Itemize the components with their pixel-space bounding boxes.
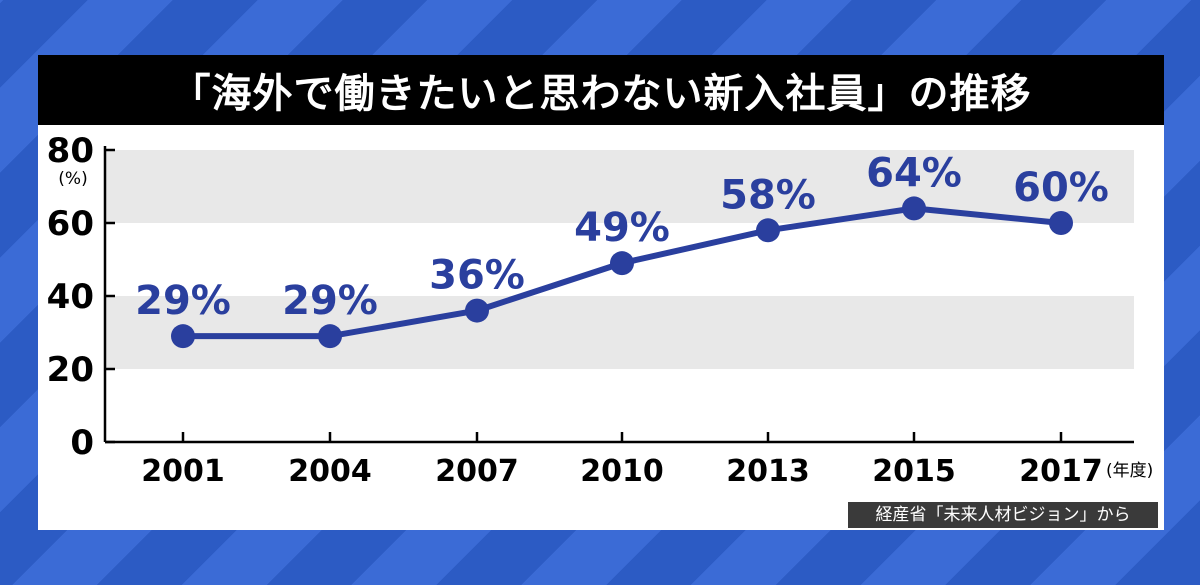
data-label: 64% bbox=[866, 150, 962, 196]
x-tick-label: 2007 bbox=[435, 454, 519, 489]
x-tick-label: 2004 bbox=[288, 454, 372, 489]
x-tick-label: 2001 bbox=[141, 454, 225, 489]
data-label: 36% bbox=[429, 253, 525, 299]
data-point bbox=[902, 196, 926, 221]
chart-card: 「海外で働きたいと思わない新入社員」の推移 bbox=[38, 55, 1164, 530]
data-label: 29% bbox=[282, 278, 378, 324]
y-tick-label: 40 bbox=[47, 277, 94, 317]
data-point bbox=[756, 218, 780, 243]
data-point bbox=[318, 324, 342, 349]
data-point bbox=[610, 251, 634, 276]
data-label: 58% bbox=[720, 172, 816, 218]
y-unit-label: (%) bbox=[58, 169, 87, 189]
grid-band bbox=[105, 296, 1134, 369]
chart-title: 「海外で働きたいと思わない新入社員」の推移 bbox=[38, 55, 1164, 125]
x-tick-label: 2013 bbox=[726, 454, 810, 489]
x-tick-label: 2010 bbox=[580, 454, 664, 489]
data-point bbox=[465, 298, 489, 323]
y-tick-label: 20 bbox=[47, 350, 94, 390]
data-label: 29% bbox=[135, 278, 231, 324]
y-tick-label: 80 bbox=[47, 131, 94, 171]
data-label: 49% bbox=[574, 205, 670, 251]
x-tick-label: 2017 bbox=[1019, 454, 1103, 489]
x-tick-label: 2015 bbox=[872, 454, 956, 489]
y-tick-label: 0 bbox=[70, 423, 94, 463]
data-point bbox=[1049, 211, 1073, 235]
y-tick-label: 60 bbox=[47, 204, 94, 244]
data-point bbox=[171, 324, 195, 349]
data-label: 60% bbox=[1013, 165, 1109, 211]
source-caption: 経産省「未来人材ビジョン」から bbox=[848, 502, 1158, 528]
x-unit-label: (年度) bbox=[1106, 461, 1153, 481]
